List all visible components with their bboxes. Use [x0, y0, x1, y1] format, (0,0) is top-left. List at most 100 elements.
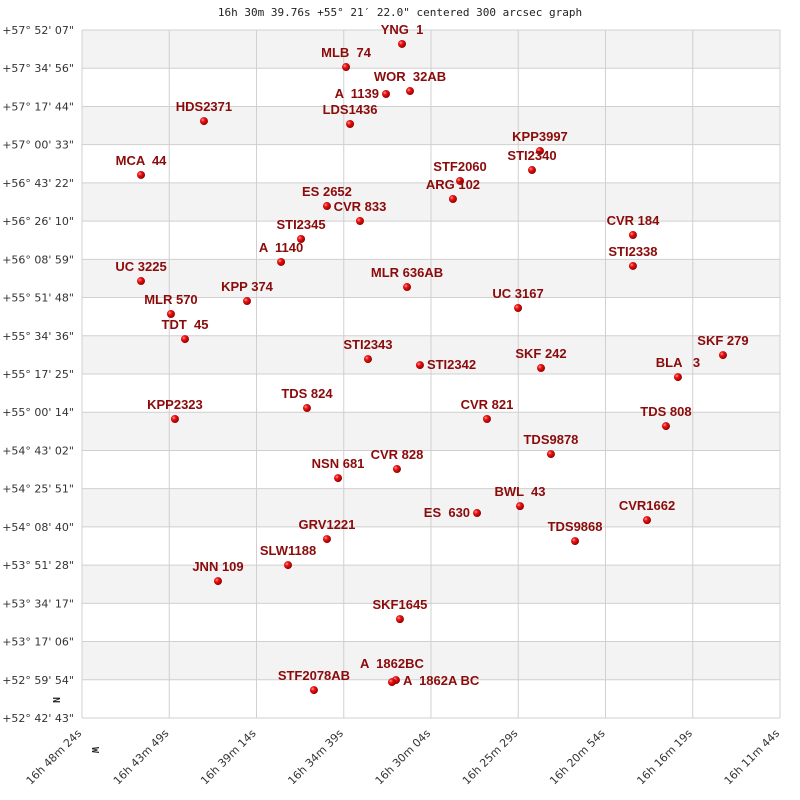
- star-point[interactable]: KPP3997: [512, 129, 568, 155]
- star-marker[interactable]: [382, 89, 391, 98]
- y-axis-ticks: +57° 52' 07" +57° 34' 56" +57° 17' 44" +57°…: [2, 24, 74, 725]
- star-point[interactable]: SKF 242: [515, 346, 567, 373]
- star-marker[interactable]: [535, 146, 544, 155]
- star-marker[interactable]: [415, 361, 424, 370]
- star-point[interactable]: KPP 374: [221, 279, 274, 306]
- star-point[interactable]: LDS1436: [323, 102, 378, 129]
- star-point[interactable]: ES 630: [424, 505, 482, 520]
- star-point[interactable]: STF2060: [433, 159, 487, 185]
- star-marker[interactable]: [243, 297, 252, 306]
- star-marker[interactable]: [515, 502, 524, 511]
- star-point[interactable]: NSN 681: [312, 456, 365, 483]
- y-tick-label: +55° 00' 14": [2, 406, 74, 419]
- star-marker[interactable]: [571, 537, 580, 546]
- star-marker[interactable]: [322, 535, 331, 544]
- star-point[interactable]: MLR 570: [144, 292, 198, 318]
- star-marker[interactable]: [342, 63, 351, 72]
- star-point[interactable]: CVR 821: [461, 397, 514, 423]
- star-point[interactable]: MLR 636AB: [371, 265, 443, 292]
- star-marker[interactable]: [170, 414, 179, 423]
- star-marker[interactable]: [277, 257, 286, 266]
- star-label: CVR 833: [334, 199, 387, 214]
- star-point[interactable]: BLA 3: [656, 355, 700, 382]
- x-tick-label: 16h 25m 29s: [460, 727, 521, 788]
- star-point[interactable]: STI2343: [343, 337, 393, 364]
- star-marker[interactable]: [482, 414, 491, 423]
- star-point[interactable]: A 1140: [259, 240, 303, 266]
- star-point[interactable]: ES 2652: [302, 184, 352, 211]
- grid-lines: [81, 29, 781, 719]
- y-tick-label: +52° 42' 43": [2, 712, 74, 725]
- star-marker[interactable]: [546, 450, 555, 459]
- star-marker[interactable]: [322, 202, 331, 211]
- star-marker[interactable]: [673, 373, 682, 382]
- star-point[interactable]: STF2078AB: [278, 668, 350, 695]
- star-marker[interactable]: [284, 561, 293, 570]
- star-point[interactable]: A 1139: [335, 86, 391, 101]
- star-marker[interactable]: [387, 678, 396, 687]
- star-marker[interactable]: [355, 217, 364, 226]
- star-marker[interactable]: [628, 261, 637, 270]
- star-marker[interactable]: [514, 303, 523, 312]
- star-point[interactable]: ARG 102: [426, 177, 480, 203]
- star-marker[interactable]: [718, 351, 727, 360]
- star-marker[interactable]: [395, 615, 404, 624]
- star-point[interactable]: A 1862BC: [360, 656, 424, 687]
- star-point[interactable]: GRV1221: [299, 517, 356, 544]
- star-marker[interactable]: [297, 235, 306, 244]
- star-point[interactable]: STI2342: [415, 357, 476, 372]
- star-point[interactable]: SKF 279: [697, 333, 749, 360]
- star-point[interactable]: TDS9878: [523, 432, 578, 459]
- star-marker[interactable]: [661, 422, 670, 431]
- star-marker[interactable]: [302, 404, 311, 413]
- star-marker[interactable]: [406, 87, 415, 96]
- star-point[interactable]: HDS2371: [176, 99, 232, 126]
- star-point[interactable]: BWL 43: [494, 484, 546, 511]
- star-point[interactable]: WOR 32AB: [374, 69, 446, 96]
- star-point[interactable]: MCA 44: [116, 153, 168, 179]
- star-point[interactable]: CVR 833: [334, 199, 387, 226]
- star-point[interactable]: STI2345: [276, 217, 326, 244]
- star-marker[interactable]: [166, 309, 175, 318]
- star-point[interactable]: YNG 1: [381, 22, 424, 48]
- star-point[interactable]: SLW1188: [260, 543, 316, 570]
- star-marker[interactable]: [398, 39, 407, 48]
- star-marker[interactable]: [448, 194, 457, 203]
- star-marker[interactable]: [473, 509, 482, 518]
- star-marker[interactable]: [309, 686, 318, 695]
- star-marker[interactable]: [628, 231, 637, 240]
- star-marker[interactable]: [180, 335, 189, 344]
- star-marker[interactable]: [137, 170, 146, 179]
- star-point[interactable]: TDS 808: [640, 404, 692, 431]
- star-point[interactable]: TDS 824: [281, 386, 333, 413]
- star-marker[interactable]: [537, 364, 546, 373]
- star-point[interactable]: TDS9868: [548, 519, 603, 546]
- star-point[interactable]: KPP2323: [147, 397, 203, 423]
- star-point[interactable]: SKF1645: [372, 597, 427, 624]
- star-point[interactable]: UC 3225: [115, 259, 167, 286]
- star-marker[interactable]: [213, 577, 222, 586]
- star-marker[interactable]: [199, 117, 208, 126]
- star-marker[interactable]: [392, 465, 401, 474]
- star-point[interactable]: MLB 74: [321, 45, 372, 72]
- star-marker[interactable]: [363, 355, 372, 364]
- star-label: SKF1645: [372, 597, 427, 612]
- star-point[interactable]: STI2340: [507, 148, 557, 175]
- star-point[interactable]: UC 3167: [492, 286, 544, 312]
- star-marker[interactable]: [456, 176, 465, 185]
- star-marker[interactable]: [137, 277, 146, 286]
- star-marker[interactable]: [643, 516, 652, 525]
- star-marker[interactable]: [403, 283, 412, 292]
- star-marker[interactable]: [346, 120, 355, 129]
- star-point[interactable]: TDT 45: [162, 317, 209, 344]
- star-point[interactable]: STI2338: [608, 244, 658, 270]
- star-marker[interactable]: [334, 474, 343, 483]
- star-point[interactable]: CVR 184: [607, 213, 661, 240]
- star-point[interactable]: JNN 109: [192, 559, 244, 586]
- star-point[interactable]: CVR1662: [619, 498, 675, 525]
- star-point[interactable]: A 1862A BC: [391, 673, 480, 688]
- star-marker[interactable]: [527, 166, 536, 175]
- star-point[interactable]: CVR 828: [371, 447, 424, 474]
- y-tick-label: +57° 17' 44": [2, 100, 74, 113]
- x-tick-label: 16h 30m 04s: [373, 727, 434, 788]
